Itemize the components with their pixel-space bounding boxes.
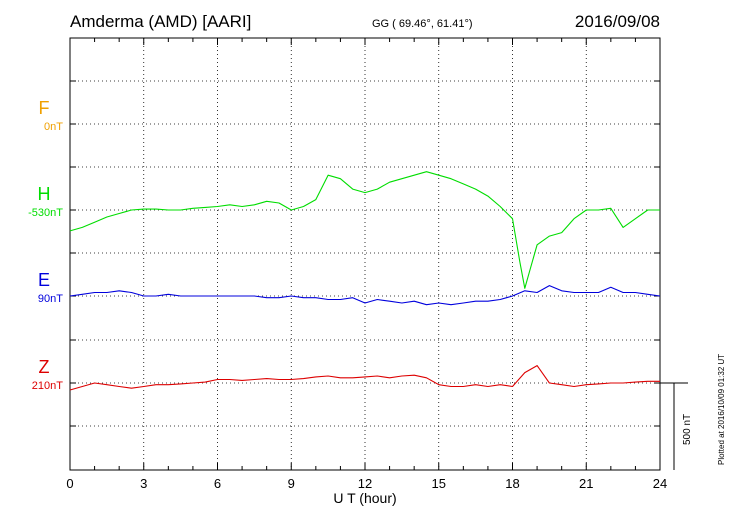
channel-offset-F: 0nT (44, 121, 63, 133)
series-line-H (69, 171, 660, 289)
series-line-E (69, 285, 661, 306)
channel-label-H: H (38, 184, 51, 204)
scale-bar-label: 500 nT (682, 414, 693, 445)
x-axis-label: U T (hour) (333, 490, 396, 506)
channel-labels: F 0nT H -530nT E 90nT Z 210nT (28, 98, 63, 392)
x-tick-label: 15 (432, 476, 446, 491)
x-tick-label: 24 (653, 476, 667, 491)
x-tick-label: 21 (579, 476, 593, 491)
chart-date: 2016/09/08 (575, 12, 660, 31)
channel-offset-Z: 210nT (32, 380, 63, 392)
series-line-Z (69, 365, 660, 391)
series-group (69, 171, 661, 391)
x-axis-ticks (69, 38, 661, 470)
channel-offset-H: -530nT (28, 207, 63, 219)
x-axis-tick-labels: 0 3 6 9 12 15 18 21 24 (66, 476, 667, 491)
channel-label-F: F (39, 98, 50, 118)
x-tick-label: 9 (288, 476, 295, 491)
channel-label-E: E (38, 270, 50, 290)
station-coordinates: GG ( 69.46°, 61.41°) (372, 18, 473, 30)
x-tick-label: 0 (66, 476, 73, 491)
plotted-note: Plotted at 2016/10/09 01:32 UT (717, 354, 726, 465)
channel-offset-E: 90nT (38, 293, 63, 305)
x-tick-label: 12 (358, 476, 372, 491)
x-tick-label: 3 (140, 476, 147, 491)
grid-lines (70, 38, 660, 470)
channel-label-Z: Z (39, 357, 50, 377)
x-tick-label: 6 (214, 476, 221, 491)
scale-bar: 500 nT (660, 382, 693, 470)
station-title: Amderma (AMD) [AARI] (70, 12, 251, 31)
x-tick-label: 18 (505, 476, 519, 491)
